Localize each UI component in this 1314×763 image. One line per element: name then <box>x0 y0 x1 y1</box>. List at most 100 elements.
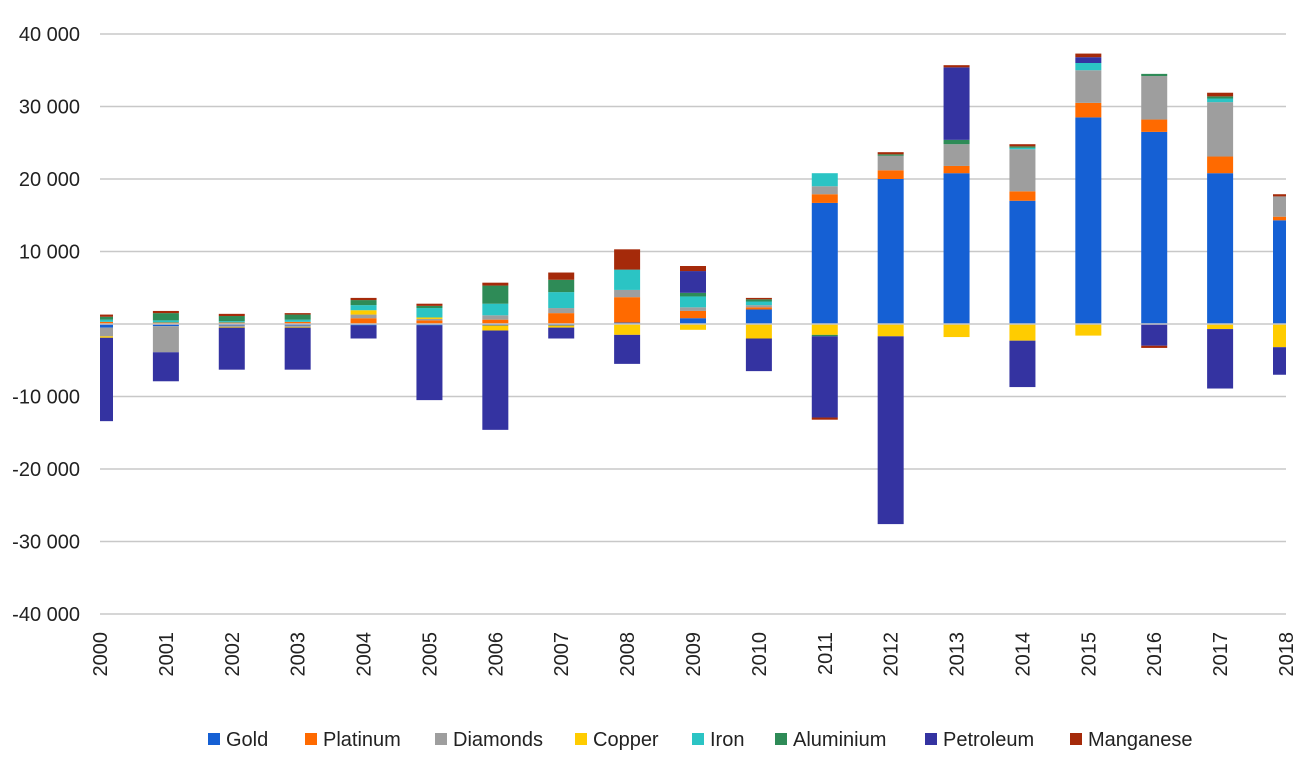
bar-segment-platinum-2006 <box>482 319 509 324</box>
bar-segment-diamonds-2006 <box>482 315 509 320</box>
bar-segment-petroleum-2011 <box>811 336 838 418</box>
bar-segment-gold-2018 <box>1273 220 1286 324</box>
legend-swatch-gold <box>208 733 220 745</box>
bar-segment-aluminium-2002 <box>218 316 245 322</box>
bar-segment-diamonds-2003 <box>284 325 311 327</box>
bar-segment-copper-2012 <box>877 324 904 337</box>
bar-segment-platinum-2007 <box>548 313 575 324</box>
bar-segment-aluminium-2013 <box>943 139 970 145</box>
bar-segment-platinum-2003 <box>284 321 311 324</box>
legend-swatch-copper <box>575 733 587 745</box>
bar-segment-gold-2009 <box>680 318 706 324</box>
x-tick-label: 2011 <box>815 632 837 675</box>
bar-segment-petroleum-2002 <box>218 327 245 370</box>
x-tick-label: 2012 <box>881 632 903 677</box>
bar-segment-iron-2002 <box>218 321 245 323</box>
bar-segment-diamonds-2011 <box>811 186 838 195</box>
x-tick-label: 2003 <box>288 632 310 677</box>
x-tick-label: 2018 <box>1276 632 1298 677</box>
bar-segment-manganese-2010 <box>745 297 772 300</box>
legend-swatch-diamonds <box>435 733 447 745</box>
bar-segment-manganese-2012 <box>877 152 904 155</box>
bar-segment-diamonds-2018 <box>1273 196 1286 217</box>
bar-segment-aluminium-2010 <box>745 299 772 302</box>
bar-segment-iron-2009 <box>680 296 706 308</box>
bar-segment-platinum-2008 <box>614 297 641 323</box>
bar-segment-iron-2000 <box>100 319 113 322</box>
bar-segment-petroleum-2017 <box>1207 329 1234 389</box>
bar-segment-iron-2001 <box>152 320 179 323</box>
bar-segment-gold-2001 <box>152 324 179 327</box>
bar-segment-aluminium-2000 <box>100 316 113 320</box>
bar-segment-diamonds-2017 <box>1207 102 1234 157</box>
x-tick-label: 2017 <box>1210 632 1232 677</box>
bar-segment-aluminium-2012 <box>877 154 904 156</box>
bar-segment-aluminium-2014 <box>1009 146 1036 148</box>
x-tick-label: 2015 <box>1078 632 1100 677</box>
bar-segment-gold-2017 <box>1207 173 1234 324</box>
bar-segment-diamonds-2009 <box>680 307 706 311</box>
bar-segment-copper-2007 <box>548 325 575 328</box>
bar-segment-platinum-2018 <box>1273 216 1286 221</box>
bar-segment-manganese-2006 <box>482 282 509 286</box>
bar-segment-gold-2012 <box>877 179 904 324</box>
bar-segment-manganese-2002 <box>218 313 245 317</box>
bar-segment-diamonds-2012 <box>877 155 904 171</box>
legend-label-iron: Iron <box>710 729 744 751</box>
x-tick-label: 2008 <box>617 632 639 677</box>
bar-segment-manganese-2011 <box>811 417 838 420</box>
bar-segment-manganese-2001 <box>152 310 179 314</box>
bar-segment-copper-2015 <box>1075 324 1102 336</box>
bar-segment-petroleum-2001 <box>152 352 179 382</box>
x-tick-label: 2013 <box>947 632 969 677</box>
bar-segment-manganese-2015 <box>1075 53 1102 58</box>
bar-segment-iron-2011 <box>811 173 838 187</box>
bar-segment-iron-2005 <box>416 308 443 318</box>
bar-segment-petroleum-2007 <box>548 327 575 339</box>
bar-segment-copper-2008 <box>614 324 641 335</box>
bar-segment-aluminium-2011 <box>811 334 838 337</box>
bar-segment-diamonds-2005 <box>416 318 443 321</box>
bar-segment-aluminium-2003 <box>284 314 311 320</box>
bar-segment-petroleum-2008 <box>614 334 641 364</box>
bar-segment-copper-2002 <box>218 326 245 328</box>
bar-segment-iron-2003 <box>284 319 311 322</box>
x-axis-ticks: 2000 2001 2002 2003 2004 2005 2006 2007 2008 2009… <box>90 632 1298 677</box>
bar-segment-platinum-2004 <box>350 318 377 324</box>
bar-segment-platinum-2000 <box>100 321 113 324</box>
bar-segment-manganese-2004 <box>350 297 377 301</box>
bar-segment-copper-2013 <box>943 324 970 338</box>
bar-segment-manganese-2013 <box>943 65 970 68</box>
bar-segment-copper-2004 <box>350 310 377 315</box>
legend-swatch-manganese <box>1070 733 1082 745</box>
bar-segment-manganese-2016 <box>1141 345 1168 348</box>
x-tick-label: 2006 <box>485 632 507 677</box>
bar-segment-aluminium-2004 <box>350 300 377 306</box>
bar-segment-diamonds-2016 <box>1141 76 1168 120</box>
y-tick-label: 10 000 <box>19 242 80 264</box>
bar-segment-iron-2006 <box>482 303 509 316</box>
bar-segment-iron-2017 <box>1207 98 1234 103</box>
x-tick-label: 2009 <box>683 632 705 677</box>
bar-segment-petroleum-2009 <box>680 271 706 293</box>
y-axis-ticks: 40 000 30 000 20 000 10 000 -10 000 -20 000 -3… <box>12 24 80 626</box>
bar-segment-aluminium-2016 <box>1141 73 1168 77</box>
bar-segment-gold-2015 <box>1075 117 1102 324</box>
bar-segment-petroleum-2000 <box>100 337 113 422</box>
y-tick-label: -10 000 <box>12 387 80 409</box>
bar-segment-manganese-2017 <box>1207 92 1234 97</box>
bar-segment-aluminium-2005 <box>416 305 443 309</box>
bar-segment-copper-2003 <box>284 326 311 328</box>
bar-segment-aluminium-2009 <box>680 292 706 297</box>
x-tick-label: 2010 <box>749 632 771 677</box>
bar-segment-iron-2015 <box>1075 63 1102 71</box>
bar-segment-platinum-2015 <box>1075 102 1102 118</box>
bar-segment-platinum-2014 <box>1009 191 1036 201</box>
bar-segment-petroleum-2005 <box>416 325 443 401</box>
bar-segment-gold-2016 <box>1141 131 1168 324</box>
bar-segment-copper-2018 <box>1273 324 1286 348</box>
bar-segment-diamonds-2000 <box>100 327 113 337</box>
bar-segment-diamonds-2007 <box>548 308 575 314</box>
bar-segment-petroleum-2006 <box>482 330 509 430</box>
